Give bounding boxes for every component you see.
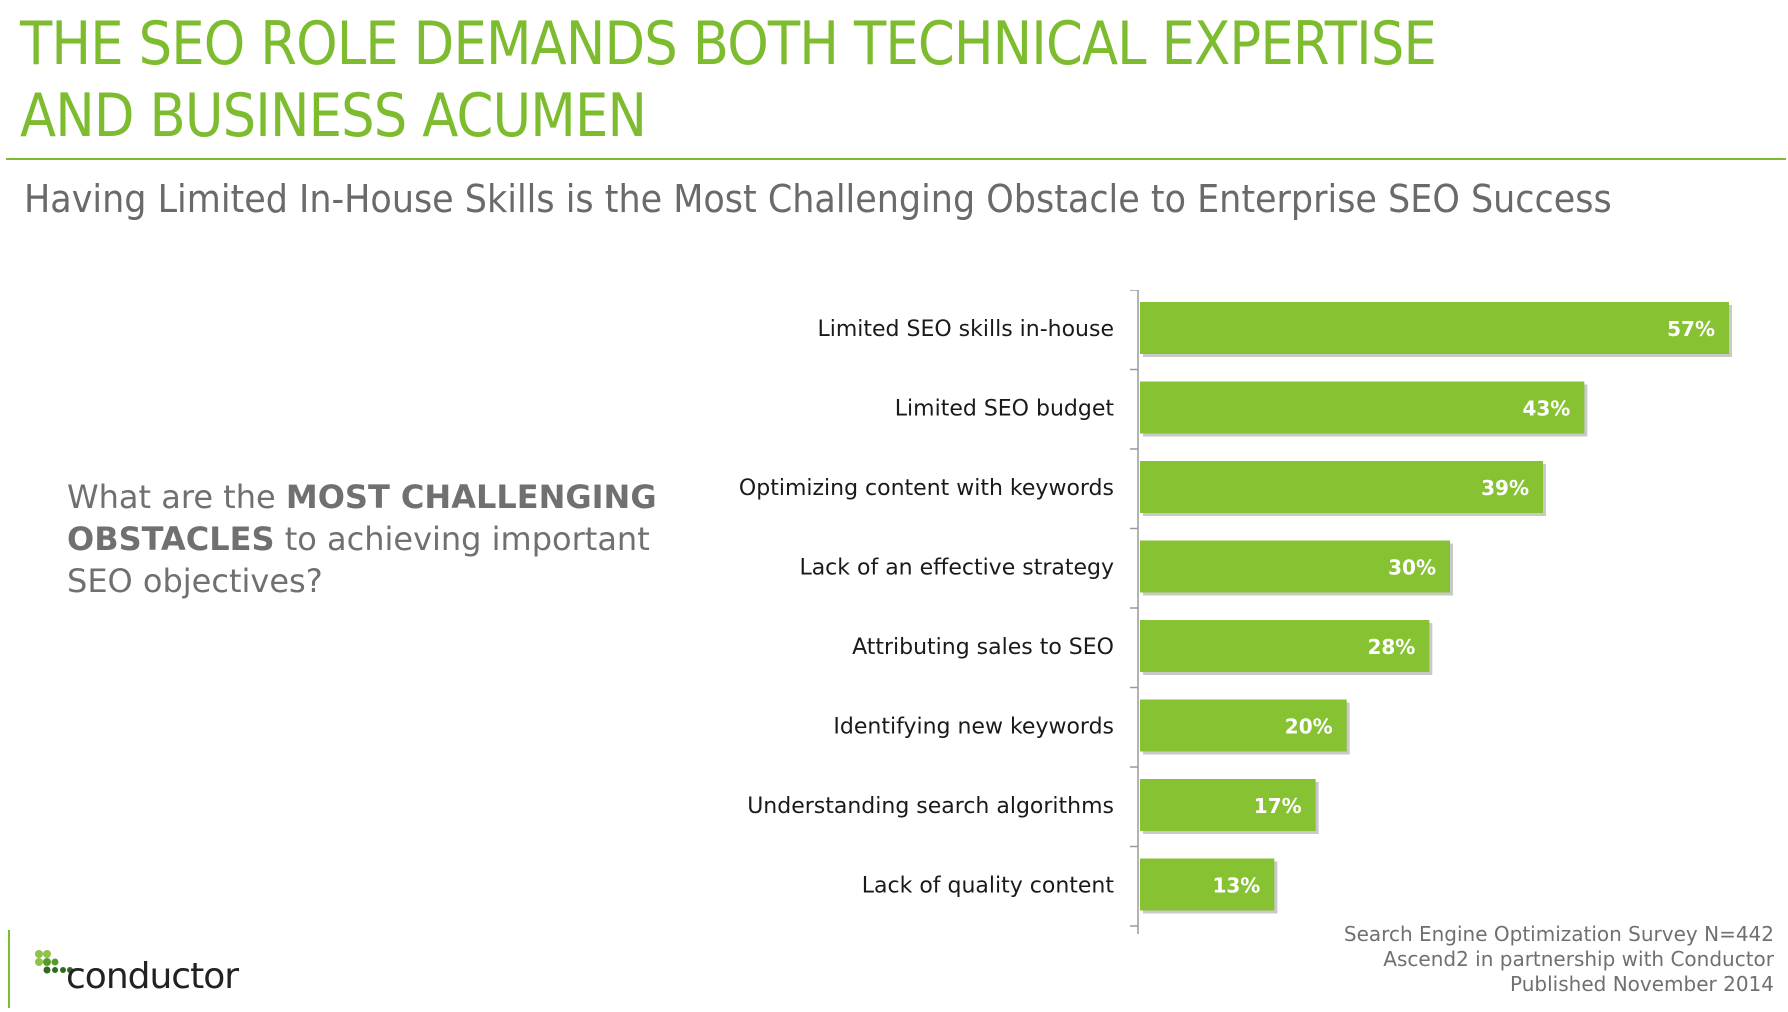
survey-question: What are the MOST CHALLENGING OBSTACLES … [67,476,707,602]
question-text-start: What are the [67,478,286,516]
bar [1140,620,1430,672]
data-label: 17% [1254,794,1302,818]
data-label: 43% [1522,397,1570,421]
conductor-logo-icon [35,950,73,974]
logo-accent-bar [8,930,10,1008]
category-label: Lack of an effective strategy [799,556,1114,581]
data-label: 28% [1367,635,1415,659]
data-label: 20% [1285,715,1333,739]
data-label: 13% [1212,874,1260,898]
slide-title: THE SEO ROLE DEMANDS BOTH TECHNICAL EXPE… [20,9,1437,151]
category-label: Understanding search algorithms [747,794,1114,819]
category-label: Identifying new keywords [833,715,1114,740]
question-text-end: to achieving important SEO objectives? [67,520,650,600]
category-label: Limited SEO budget [895,397,1115,422]
title-divider [6,158,1786,160]
data-label: 39% [1481,476,1529,500]
bar [1140,699,1347,752]
conductor-logo: conductor [8,930,268,1010]
slide-subtitle: Having Limited In-House Skills is the Mo… [24,177,1612,221]
bar [1140,858,1275,911]
source-line-partner: Ascend2 in partnership with Conductor [1383,947,1774,971]
bar [1140,540,1450,593]
data-label: 30% [1388,556,1436,580]
category-label: Optimizing content with keywords [739,476,1114,501]
bar [1140,302,1729,354]
bar [1140,461,1543,513]
logo-wordmark: conductor [66,956,239,997]
question-text-emphasis: MOST CHALLENGING OBSTACLES [67,478,657,558]
source-line-survey: Search Engine Optimization Survey N=442 [1343,922,1774,946]
source-line-published: Published November 2014 [1510,972,1774,996]
obstacles-bar-chart: Limited SEO skills in-house 57% Limited SE… [739,290,1732,934]
bar [1140,779,1316,831]
bar [1140,381,1585,434]
data-label: 57% [1667,317,1715,341]
category-label: Attributing sales to SEO [852,635,1114,660]
category-label: Lack of quality content [862,874,1115,899]
source-note: Search Engine Optimization Survey N=442 … [1344,922,1774,997]
category-label: Limited SEO skills in-house [817,317,1114,342]
